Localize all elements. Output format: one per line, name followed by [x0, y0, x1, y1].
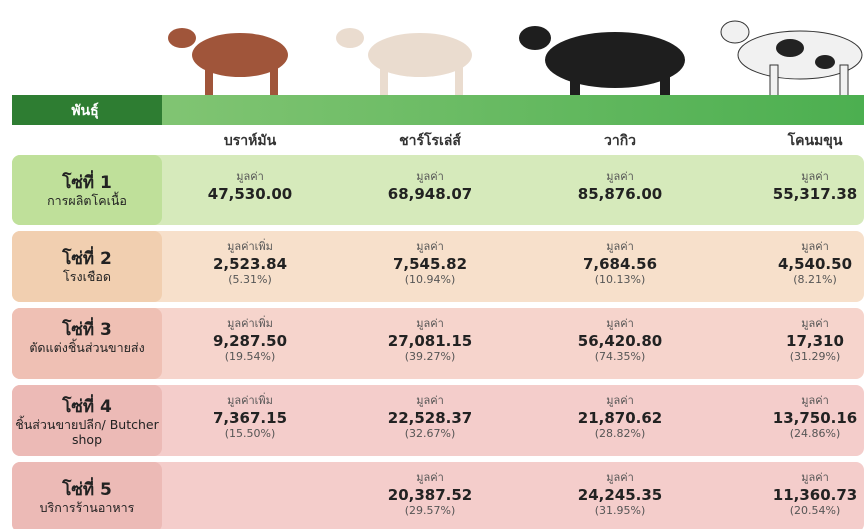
value-label: มูลค่าเพิ่ม [165, 391, 335, 409]
value-label: มูลค่า [345, 391, 515, 409]
value: 27,081.15 [345, 332, 515, 350]
value-label: มูลค่าเพิ่ม [165, 314, 335, 332]
value-label: มูลค่า [730, 468, 864, 486]
value-label: มูลค่า [730, 314, 864, 332]
row-title: โซ่ที่ 3 [12, 316, 162, 343]
value: 13,750.16 [730, 409, 864, 427]
value: 47,530.00 [165, 185, 335, 203]
row-subtitle: ชิ้นส่วนขายปลีก/ Butcher shop [12, 417, 162, 447]
breed-name: วากิว [535, 130, 705, 152]
value-label: มูลค่า [730, 391, 864, 409]
header-label: พันธุ์ [71, 102, 98, 119]
value-share: (74.35%) [535, 350, 705, 363]
value-share: (10.94%) [345, 273, 515, 286]
row-title: โซ่ที่ 1 [12, 169, 162, 196]
value: 85,876.00 [535, 185, 705, 203]
row-subtitle: ตัดแต่งชิ้นส่วนขายส่ง [12, 340, 162, 355]
value-label: มูลค่า [535, 237, 705, 255]
value-share: (31.29%) [730, 350, 864, 363]
cow-illustrations: พันธุ์ [0, 0, 864, 130]
value-label: มูลค่า [345, 237, 515, 255]
row-title: โซ่ที่ 2 [12, 245, 162, 272]
value: 20,387.52 [345, 486, 515, 504]
value-label: มูลค่าเพิ่ม [165, 237, 335, 255]
value-share: (32.67%) [345, 427, 515, 440]
value-share: (20.54%) [730, 504, 864, 517]
value-share: (31.95%) [535, 504, 705, 517]
value: 21,870.62 [535, 409, 705, 427]
value: 55,317.38 [730, 185, 864, 203]
value-label: มูลค่า [535, 314, 705, 332]
value-label: มูลค่า [535, 468, 705, 486]
breed-name: โคนมขุน [730, 130, 864, 152]
value-share: (10.13%) [535, 273, 705, 286]
value: 7,545.82 [345, 255, 515, 273]
value: 7,367.15 [165, 409, 335, 427]
breed-name: ชาร์โรเล่ส์ [345, 130, 515, 152]
row-title: โซ่ที่ 5 [12, 476, 162, 503]
value: 56,420.80 [535, 332, 705, 350]
value: 24,245.35 [535, 486, 705, 504]
value: 22,528.37 [345, 409, 515, 427]
value-label: มูลค่า [345, 468, 515, 486]
value: 4,540.50 [730, 255, 864, 273]
value-label: มูลค่า [535, 167, 705, 185]
value-share: (19.54%) [165, 350, 335, 363]
row-title: โซ่ที่ 4 [12, 393, 162, 420]
value-share: (39.27%) [345, 350, 515, 363]
row-subtitle: การผลิตโคเนื้อ [12, 193, 162, 208]
value: 68,948.07 [345, 185, 515, 203]
row-subtitle: โรงเชือด [12, 269, 162, 284]
value: 7,684.56 [535, 255, 705, 273]
value-label: มูลค่า [345, 167, 515, 185]
page: พันธุ์ บราห์มัน ชาร์โรเล่ส์ วากิว โคนมขุนโซ… [0, 0, 864, 529]
row-subtitle: บริการร้านอาหาร [12, 500, 162, 515]
value: 9,287.50 [165, 332, 335, 350]
value-share: (5.31%) [165, 273, 335, 286]
value-share: (28.82%) [535, 427, 705, 440]
value: 17,310 [730, 332, 864, 350]
value-share: (29.57%) [345, 504, 515, 517]
breed-name: บราห์มัน [165, 130, 335, 152]
value: 11,360.73 [730, 486, 864, 504]
value-label: มูลค่า [730, 167, 864, 185]
value-label: มูลค่า [345, 314, 515, 332]
value-share: (15.50%) [165, 427, 335, 440]
value-share: (24.86%) [730, 427, 864, 440]
value-label: มูลค่า [535, 391, 705, 409]
value-share: (8.21%) [730, 273, 864, 286]
value-label: มูลค่า [165, 167, 335, 185]
value-label: มูลค่า [730, 237, 864, 255]
value: 2,523.84 [165, 255, 335, 273]
